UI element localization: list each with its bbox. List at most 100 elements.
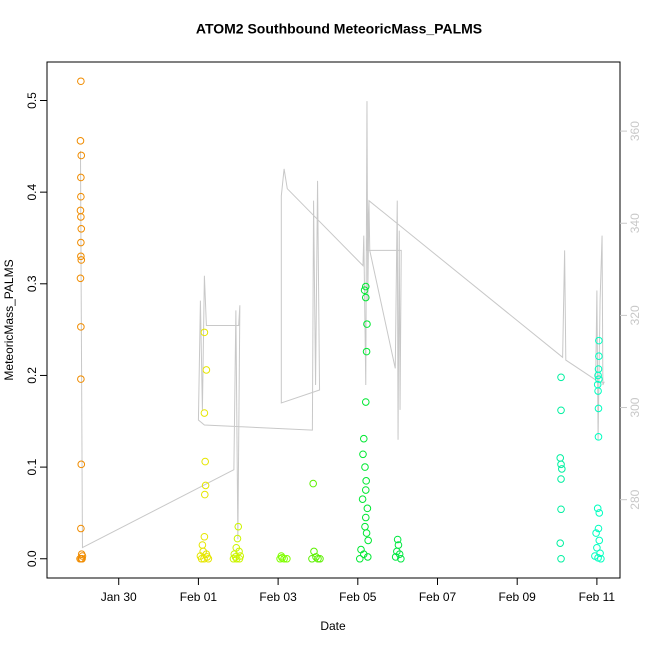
x-tick-label: Feb 05 [339,590,377,604]
y-tick-label: 0.4 [25,183,39,200]
data-point [556,539,565,547]
data-point [77,375,85,383]
data-point [202,366,211,374]
data-point [77,151,86,160]
data-point [77,192,85,201]
data-point [77,323,85,331]
y2-tick-label: 300 [628,397,642,417]
x-tick-label: Feb 07 [419,590,457,604]
data-point [558,465,566,473]
data-point [77,460,86,469]
data-point [358,495,367,503]
data-point [557,505,565,514]
data-point [364,536,372,545]
data-point [361,398,370,406]
y-axis-title: MeteoricMass_PALMS [2,259,16,380]
data-point [283,554,291,563]
chart-title: ATOM2 Southbound MeteoricMass_PALMS [196,21,482,37]
data-point [77,252,85,261]
data-point [355,554,364,563]
data-point [77,524,85,533]
data-point [595,336,603,345]
data-point [308,554,316,563]
data-point [77,77,85,86]
data-point [77,173,85,182]
data-point [393,535,402,544]
y-tick-label: 0.0 [25,550,39,567]
data-point [359,434,368,443]
y-tick-label: 0.1 [25,458,39,475]
data-point [557,460,565,469]
data-point [594,371,602,380]
data-point [362,347,371,356]
data-point [362,529,371,537]
data-point [557,406,565,415]
data-point [77,225,86,233]
data-point [594,387,602,395]
data-point [391,553,400,561]
data-point [233,534,242,543]
data-point [200,328,209,337]
data-point [593,543,601,552]
data-point [361,293,370,302]
y-tick-label: 0.5 [25,92,39,109]
x-axis-title: Date [320,619,346,633]
x-tick-label: Feb 11 [579,590,616,604]
data-point [310,547,318,556]
data-point [557,373,565,382]
data-point [316,554,324,563]
data-point [363,504,372,513]
y-tick-label: 0.2 [25,367,39,384]
y2-tick-label: 280 [628,489,642,509]
data-point [363,553,372,561]
y2-tick-label: 340 [628,213,642,233]
data-point [201,457,209,466]
x-tick-label: Feb 01 [180,590,218,604]
data-point [361,282,370,291]
data-point [361,513,370,522]
plot-frame [46,61,621,579]
data-point [200,532,209,541]
data-point [594,404,603,413]
data-point [593,504,602,513]
data-point [314,554,322,563]
data-point [77,213,85,221]
data-point [557,475,565,483]
data-point [595,375,603,383]
data-point [200,490,209,499]
data-point [76,274,85,283]
y-tick-label: 0.3 [25,275,39,292]
data-point [557,554,565,563]
data-point [361,486,370,494]
data-point [360,286,369,295]
data-point [595,509,604,517]
data-point [594,524,603,533]
data-point [229,554,238,563]
data-point [204,554,213,563]
data-point [232,554,241,563]
y2-tick-label: 320 [628,305,642,325]
data-point [359,450,367,459]
data-point [77,554,86,563]
y2-tick-label: 360 [628,121,642,141]
data-point [200,409,209,417]
data-point [280,554,288,563]
data-point [362,477,370,485]
data-point [309,479,317,488]
data-point [597,554,605,563]
data-point [77,238,85,247]
data-point [312,553,320,561]
data-point [363,320,371,328]
data-point [77,256,86,264]
data-point [595,352,603,361]
data-point [234,522,243,531]
data-point [201,481,210,490]
data-point [235,554,244,563]
data-point [200,554,208,563]
data-point [231,553,240,561]
data-point [395,550,404,558]
data-point [76,137,85,145]
x-tick-label: Feb 09 [499,590,537,604]
data-point [595,536,604,545]
